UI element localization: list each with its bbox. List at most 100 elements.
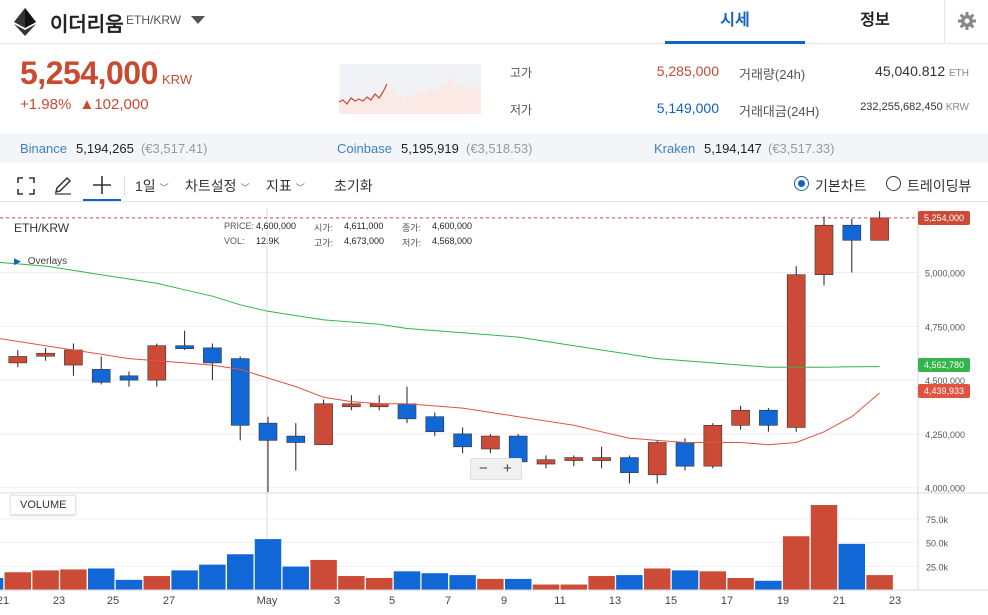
draw-pencil-icon[interactable] — [53, 175, 73, 195]
ethereum-logo-icon — [14, 8, 36, 36]
chart-settings-label: 차트설정 — [185, 178, 237, 194]
zoom-control: − + — [470, 458, 522, 480]
amount-24h-number: 232,255,682,450 — [860, 101, 943, 113]
zoom-out-button[interactable]: − — [479, 460, 488, 477]
date-tick-label: 23 — [53, 595, 65, 607]
info-open-label: 시가: — [314, 223, 334, 233]
candle-body — [842, 224, 862, 241]
volume-bar — [0, 577, 4, 591]
date-tick-label: 19 — [777, 595, 789, 607]
volume-bar — [754, 580, 783, 591]
candle-body — [286, 435, 306, 443]
mini-price-chart — [339, 64, 481, 114]
tab-quote[interactable]: 시세 — [665, 0, 805, 44]
volume-layer — [0, 504, 894, 591]
overlays-toggle[interactable]: ▶ Overlays — [14, 256, 67, 267]
price-unit: KRW — [162, 72, 193, 87]
indicators-menu[interactable]: 지표 ﹀ — [266, 176, 305, 196]
chart-toolbar: 1일 ﹀ 차트설정 ﹀ 지표 ﹀ 초기화 기본차트 트레이딩뷰 — [0, 170, 988, 202]
ma-red-line — [0, 338, 880, 446]
high-label: 고가 — [510, 66, 533, 80]
info-close-value: 4,600,000 — [432, 221, 473, 231]
candle-body — [147, 345, 167, 381]
basic-chart-radio[interactable] — [794, 176, 809, 191]
date-tick-label: 21 — [833, 595, 845, 607]
exchange-coinbase-name[interactable]: Coinbase — [337, 141, 392, 156]
fullscreen-icon[interactable] — [17, 177, 35, 195]
info-vol-value: 12.9K — [256, 236, 280, 246]
candle-body — [481, 435, 500, 450]
exchange-kraken-name[interactable]: Kraken — [654, 141, 696, 156]
volume-24h-value: 45,040.812 ETH — [830, 63, 969, 79]
exchange-coinbase-price: 5,195,919 — [401, 141, 459, 156]
candle-body — [342, 403, 361, 408]
volume-bar — [421, 572, 449, 591]
chevron-down-icon: ﹀ — [240, 183, 250, 193]
chart-settings-menu[interactable]: 차트설정 ﹀ — [185, 176, 250, 196]
indicators-label: 지표 — [266, 178, 292, 194]
volume-24h-unit: ETH — [949, 68, 969, 79]
candle-body — [36, 352, 55, 357]
reset-button[interactable]: 초기화 — [334, 178, 373, 194]
volume-bar — [31, 569, 60, 591]
amount-24h-label: 거래대금(24H) — [739, 104, 820, 119]
volume-bar — [87, 567, 115, 591]
header-divider — [944, 0, 945, 44]
date-tick-label: 15 — [665, 595, 677, 607]
volume-24h-label: 거래량(24h) — [739, 67, 806, 82]
candle-body — [119, 375, 139, 381]
exchange-binance-name[interactable]: Binance — [20, 141, 67, 156]
info-close-label: 종가: — [402, 223, 422, 233]
volume-tick-label: 75.0k — [926, 515, 949, 525]
ma-red-tag: 4,439,933 — [918, 384, 970, 398]
chevron-down-icon: ﹀ — [159, 183, 169, 193]
volume-pane-label: VOLUME — [10, 495, 77, 515]
candle-body — [8, 356, 28, 364]
volume-bar — [143, 575, 171, 591]
date-tick-label: 9 — [501, 595, 507, 607]
info-vol-label: VOL: — [224, 236, 245, 246]
candle-body — [647, 442, 667, 476]
volume-bar — [504, 578, 532, 591]
toolbar-divider — [124, 176, 125, 196]
exchange-kraken-eur: (€3,517.33) — [768, 141, 835, 156]
date-tick-label: 7 — [445, 595, 451, 607]
low-label: 저가 — [510, 103, 533, 117]
change-percent: +1.98% — [20, 96, 72, 113]
info-price-value: 4,600,000 — [256, 221, 297, 231]
interval-select[interactable]: 1일 ﹀ — [135, 176, 169, 196]
price-tick-label: 4,500,000 — [925, 376, 965, 386]
tab-info[interactable]: 정보 — [860, 12, 890, 29]
zoom-in-button[interactable]: + — [503, 460, 512, 477]
price-tick-label: 5,000,000 — [925, 269, 965, 279]
tradingview-label[interactable]: 트레이딩뷰 — [907, 178, 972, 194]
volume-bar — [643, 567, 671, 591]
volume-bar — [282, 566, 310, 591]
settings-gear-icon[interactable] — [957, 11, 977, 31]
candle-body — [314, 403, 333, 445]
price-tick-label: 4,750,000 — [925, 322, 965, 332]
price-tick-label: 4,000,000 — [925, 484, 965, 494]
candle-body — [258, 422, 278, 441]
price-chart[interactable]: 5,000,000 4,750,000 4,500,000 4,250,000 4,00… — [0, 208, 988, 615]
coin-select-caret-icon[interactable] — [191, 16, 205, 25]
volume-bar — [532, 584, 560, 591]
candle-body — [592, 457, 611, 461]
tradingview-radio[interactable] — [886, 176, 901, 191]
candle-body — [64, 349, 83, 366]
candle-body — [564, 457, 584, 461]
candle-body — [425, 416, 445, 433]
volume-tick-label: 25.0k — [926, 562, 949, 572]
volume-bar — [476, 578, 505, 591]
volume-bar — [393, 570, 421, 591]
basic-chart-label[interactable]: 기본차트 — [815, 178, 867, 194]
exchange-price-bar: Binance 5,194,265 (€3,517.41) Coinbase 5… — [0, 133, 988, 163]
volume-bar — [782, 535, 810, 591]
info-high-label: 고가: — [314, 238, 334, 248]
candle-body — [620, 457, 639, 473]
crosshair-tool-button[interactable] — [83, 170, 121, 201]
chevron-down-icon: ﹀ — [295, 183, 305, 193]
ma-green-line — [0, 262, 880, 368]
change-amount: ▲102,000 — [79, 96, 149, 113]
